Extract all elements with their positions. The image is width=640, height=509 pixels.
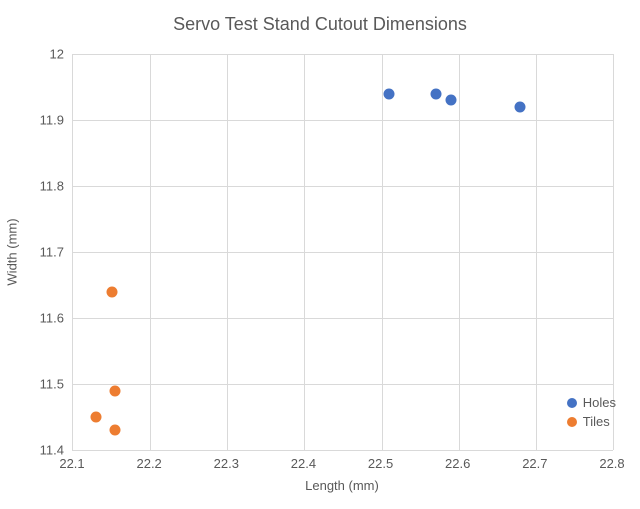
- legend-marker-holes: [567, 398, 577, 408]
- y-tick-label: 11.8: [8, 179, 64, 194]
- gridline-h: [73, 384, 613, 385]
- data-point-holes: [384, 88, 395, 99]
- chart-title: Servo Test Stand Cutout Dimensions: [0, 14, 640, 35]
- x-axis-label: Length (mm): [72, 478, 612, 493]
- y-tick-label: 11.5: [8, 377, 64, 392]
- x-tick-label: 22.2: [136, 456, 161, 471]
- legend-marker-tiles: [567, 417, 577, 427]
- x-tick-label: 22.8: [599, 456, 624, 471]
- x-tick-label: 22.6: [445, 456, 470, 471]
- x-tick-label: 22.3: [214, 456, 239, 471]
- x-tick-label: 22.5: [368, 456, 393, 471]
- legend-label-holes: Holes: [583, 395, 616, 410]
- gridline-v: [382, 54, 383, 450]
- legend-label-tiles: Tiles: [583, 414, 610, 429]
- data-point-holes: [430, 88, 441, 99]
- gridline-v: [459, 54, 460, 450]
- data-point-holes: [515, 101, 526, 112]
- data-point-tiles: [106, 286, 117, 297]
- gridline-v: [536, 54, 537, 450]
- y-tick-label: 11.7: [8, 245, 64, 260]
- y-tick-label: 11.4: [8, 443, 64, 458]
- gridline-h: [73, 186, 613, 187]
- gridline-v: [150, 54, 151, 450]
- gridline-h: [73, 252, 613, 253]
- y-tick-label: 11.9: [8, 113, 64, 128]
- data-point-tiles: [110, 425, 121, 436]
- data-point-tiles: [110, 385, 121, 396]
- y-tick-label: 12: [8, 47, 64, 62]
- gridline-h: [73, 318, 613, 319]
- x-tick-label: 22.1: [59, 456, 84, 471]
- legend: Holes Tiles: [567, 391, 616, 429]
- gridline-h: [73, 120, 613, 121]
- plot-area: [72, 54, 613, 451]
- legend-item-tiles: Tiles: [567, 414, 616, 429]
- gridline-h: [73, 54, 613, 55]
- scatter-chart: Servo Test Stand Cutout Dimensions Width…: [0, 0, 640, 509]
- gridline-v: [304, 54, 305, 450]
- x-tick-label: 22.7: [522, 456, 547, 471]
- gridline-v: [227, 54, 228, 450]
- x-tick-label: 22.4: [291, 456, 316, 471]
- data-point-holes: [446, 95, 457, 106]
- data-point-tiles: [91, 412, 102, 423]
- legend-item-holes: Holes: [567, 395, 616, 410]
- y-tick-label: 11.6: [8, 311, 64, 326]
